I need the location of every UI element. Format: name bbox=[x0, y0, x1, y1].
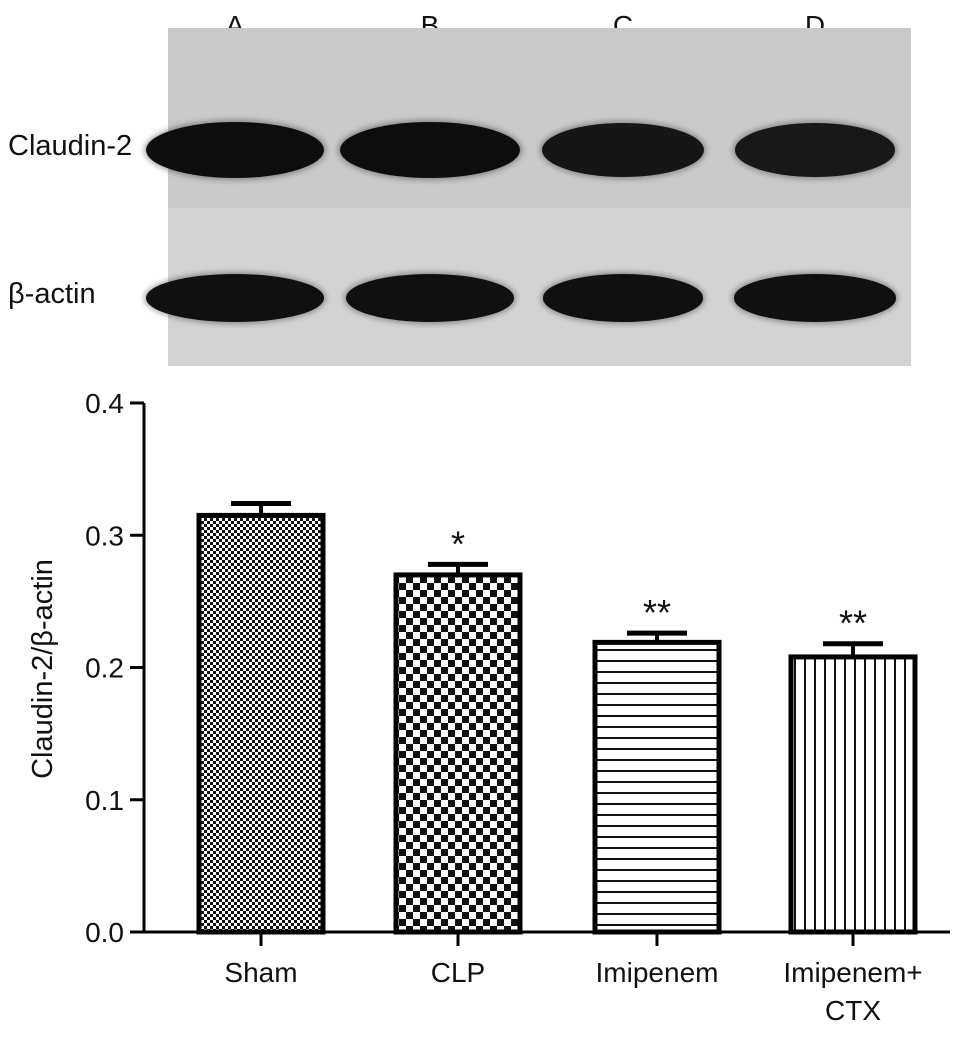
blot-strip-beta-actin bbox=[146, 208, 911, 366]
x-tick-label: Imipenem+ CTX bbox=[783, 957, 922, 1026]
x-tick-label: Sham bbox=[224, 957, 297, 988]
significance-marker: ** bbox=[839, 603, 867, 644]
blot-strip-claudin-2 bbox=[146, 28, 911, 208]
blot-band bbox=[735, 123, 895, 177]
blot-band bbox=[340, 122, 520, 178]
bar-chart: 0.0 0.1 0.2 0.3 0.4 Sham CLP Imipenem Imipenem+… bbox=[0, 380, 969, 1043]
y-tick-label: 0.1 bbox=[85, 785, 124, 816]
blot-band bbox=[734, 274, 896, 322]
y-axis-label: Claudin-2/β-actin bbox=[27, 559, 59, 779]
bar-clp bbox=[393, 572, 523, 935]
y-tick-label: 0.2 bbox=[85, 653, 124, 684]
significance-marker: ** bbox=[643, 592, 671, 633]
blot-band bbox=[542, 123, 704, 177]
blot-band bbox=[146, 274, 324, 322]
blot-row-label: Claudin-2 bbox=[8, 130, 133, 162]
blot-band bbox=[543, 274, 703, 322]
blot-row-label: β-actin bbox=[8, 278, 96, 310]
significance-marker: * bbox=[451, 523, 465, 564]
bar-imipenem bbox=[592, 639, 722, 935]
x-tick-label: Imipenem bbox=[596, 957, 719, 988]
bars: *** ** bbox=[196, 501, 918, 935]
blot-band bbox=[346, 274, 514, 322]
y-tick-label: 0.4 bbox=[85, 388, 124, 419]
x-axis: Sham CLP Imipenem Imipenem+ CTX bbox=[144, 930, 950, 1026]
blot-band bbox=[146, 122, 324, 178]
bar-imipenem bbox=[788, 654, 918, 935]
bar-chart-svg: 0.0 0.1 0.2 0.3 0.4 Sham CLP Imipenem Imipenem+… bbox=[27, 388, 950, 1026]
x-tick-label: CLP bbox=[431, 957, 485, 988]
y-axis: 0.0 0.1 0.2 0.3 0.4 bbox=[85, 388, 146, 948]
bar-sham bbox=[196, 512, 326, 935]
y-tick-label: 0.3 bbox=[85, 520, 124, 551]
y-tick-label: 0.0 bbox=[85, 917, 124, 948]
